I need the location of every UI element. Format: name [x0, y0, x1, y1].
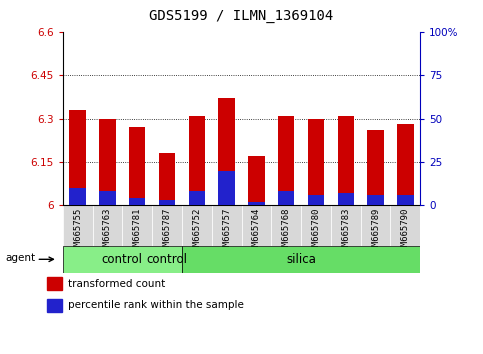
Bar: [338, 116, 354, 205]
Text: GSM665787: GSM665787: [163, 207, 171, 256]
Text: silica: silica: [286, 253, 316, 266]
Bar: [308, 195, 324, 205]
Bar: [368, 130, 384, 205]
FancyBboxPatch shape: [63, 205, 93, 246]
Text: control: control: [146, 253, 187, 266]
Bar: [159, 200, 175, 205]
Bar: [99, 119, 115, 205]
Text: GSM665783: GSM665783: [341, 207, 350, 256]
FancyBboxPatch shape: [242, 205, 271, 246]
FancyBboxPatch shape: [361, 205, 390, 246]
Text: GSM665763: GSM665763: [103, 207, 112, 256]
Bar: [218, 98, 235, 205]
Bar: [278, 192, 294, 205]
FancyBboxPatch shape: [93, 205, 122, 246]
Text: GDS5199 / ILMN_1369104: GDS5199 / ILMN_1369104: [149, 9, 334, 23]
Text: GSM665752: GSM665752: [192, 207, 201, 256]
Bar: [70, 188, 86, 205]
Text: GSM665789: GSM665789: [371, 207, 380, 256]
Text: GSM665757: GSM665757: [222, 207, 231, 256]
Bar: [278, 116, 294, 205]
Text: GSM665755: GSM665755: [73, 207, 82, 256]
FancyBboxPatch shape: [212, 205, 242, 246]
Text: GSM665780: GSM665780: [312, 207, 320, 256]
Bar: [308, 119, 324, 205]
FancyBboxPatch shape: [271, 205, 301, 246]
Bar: [397, 195, 413, 205]
FancyBboxPatch shape: [182, 246, 420, 273]
Bar: [397, 124, 413, 205]
FancyBboxPatch shape: [331, 205, 361, 246]
FancyBboxPatch shape: [152, 205, 182, 246]
Bar: [99, 192, 115, 205]
Text: percentile rank within the sample: percentile rank within the sample: [69, 300, 244, 310]
FancyBboxPatch shape: [390, 205, 420, 246]
Bar: [129, 127, 145, 205]
Bar: [189, 192, 205, 205]
Bar: [368, 195, 384, 205]
Bar: [159, 153, 175, 205]
Bar: [189, 116, 205, 205]
Text: control: control: [102, 253, 143, 266]
FancyBboxPatch shape: [182, 205, 212, 246]
Text: GSM665781: GSM665781: [133, 207, 142, 256]
Bar: [338, 193, 354, 205]
Text: GSM665790: GSM665790: [401, 207, 410, 256]
FancyBboxPatch shape: [63, 246, 182, 273]
Text: GSM665764: GSM665764: [252, 207, 261, 256]
Bar: [129, 198, 145, 205]
Text: transformed count: transformed count: [69, 279, 166, 289]
Bar: [248, 202, 265, 205]
Bar: [248, 156, 265, 205]
Bar: [218, 171, 235, 205]
Text: agent: agent: [5, 253, 35, 263]
FancyBboxPatch shape: [122, 205, 152, 246]
FancyBboxPatch shape: [301, 205, 331, 246]
Bar: [47, 299, 62, 312]
Bar: [70, 110, 86, 205]
Text: GSM665768: GSM665768: [282, 207, 291, 256]
Bar: [47, 277, 62, 290]
